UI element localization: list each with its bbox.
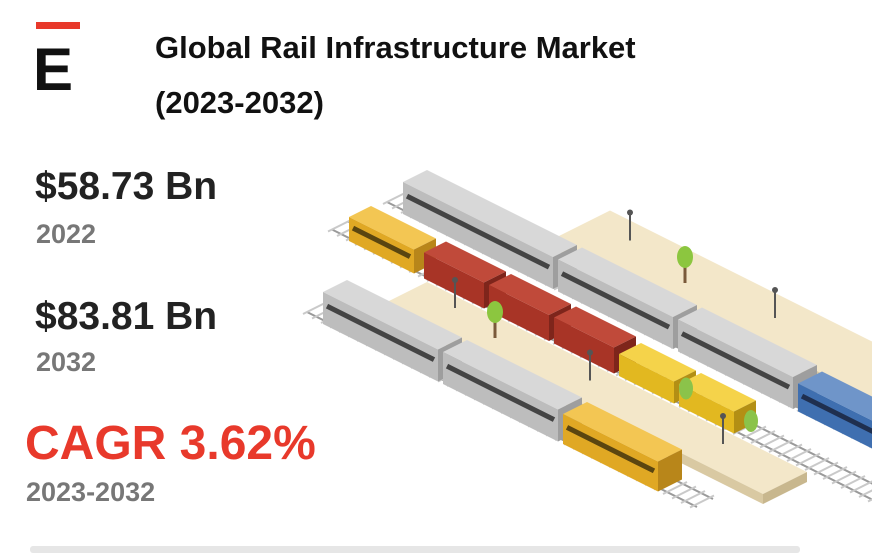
window-strip	[800, 393, 872, 434]
rail-illustration	[302, 170, 872, 509]
logo-bar	[36, 22, 80, 29]
tie	[795, 452, 821, 467]
tie	[750, 430, 776, 444]
title: (2023-2032)	[155, 85, 324, 120]
tree	[487, 301, 503, 323]
boxcar	[424, 241, 506, 283]
passenger-car	[678, 319, 793, 409]
logo: E	[33, 36, 73, 103]
stat-year: 2032	[36, 347, 96, 377]
tie	[786, 448, 812, 462]
passenger-car	[678, 307, 817, 377]
tank-end	[744, 410, 758, 432]
locomotive	[563, 414, 658, 492]
tie	[741, 425, 767, 440]
tie	[777, 443, 803, 458]
window-strip	[325, 303, 436, 362]
lamp	[627, 209, 633, 216]
tank-car	[619, 354, 674, 404]
passenger-car	[558, 259, 673, 349]
boxcar	[489, 274, 571, 315]
tie	[689, 494, 715, 509]
tie	[671, 485, 697, 500]
stat-value: $83.81 Bn	[35, 295, 217, 338]
tie	[662, 481, 688, 495]
window-strip	[560, 271, 671, 330]
title: Global Rail Infrastructure Market	[155, 30, 636, 65]
locomotive	[658, 449, 682, 492]
boxcar	[489, 285, 549, 341]
lamp	[587, 349, 593, 356]
tie	[768, 439, 794, 453]
window-strip	[445, 363, 556, 422]
tie	[759, 434, 785, 449]
platform	[383, 282, 807, 494]
bottom-bar	[30, 546, 800, 553]
window-strip	[351, 225, 412, 259]
window-strip	[565, 425, 656, 474]
tie	[840, 475, 866, 489]
boxcar	[554, 317, 614, 374]
tie	[804, 457, 830, 471]
cagr-period: 2023-2032	[26, 477, 155, 507]
stat-year: 2022	[36, 219, 96, 249]
lamp	[720, 413, 726, 419]
passenger-car	[443, 340, 582, 410]
locomotive	[349, 217, 414, 274]
passenger-car	[443, 352, 558, 442]
window-strip	[680, 331, 791, 390]
stat-value: $58.73 Bn	[35, 165, 217, 208]
tie	[858, 489, 872, 498]
cagr-value: CAGR 3.62%	[25, 417, 316, 470]
locomotive	[798, 371, 872, 421]
window-strip	[405, 193, 551, 270]
passenger-car	[403, 170, 577, 257]
passenger-car	[323, 292, 438, 382]
tie	[822, 466, 848, 480]
passenger-car	[558, 247, 697, 317]
platform	[763, 472, 807, 504]
tie	[813, 461, 839, 476]
tie	[680, 490, 706, 504]
tie	[327, 218, 353, 233]
passenger-car	[403, 182, 553, 289]
locomotive	[563, 402, 682, 462]
tank-end	[679, 377, 693, 400]
tie	[849, 480, 872, 494]
locomotive	[798, 383, 872, 449]
boxcar	[554, 306, 636, 348]
tank-car	[679, 373, 756, 412]
platform	[553, 210, 872, 399]
tie	[831, 470, 857, 485]
tank-car	[619, 343, 696, 382]
passenger-car	[323, 280, 462, 350]
lamp	[772, 287, 778, 293]
tank-car	[679, 384, 734, 434]
tree	[677, 246, 693, 268]
lamp	[452, 277, 458, 283]
locomotive	[349, 206, 436, 250]
